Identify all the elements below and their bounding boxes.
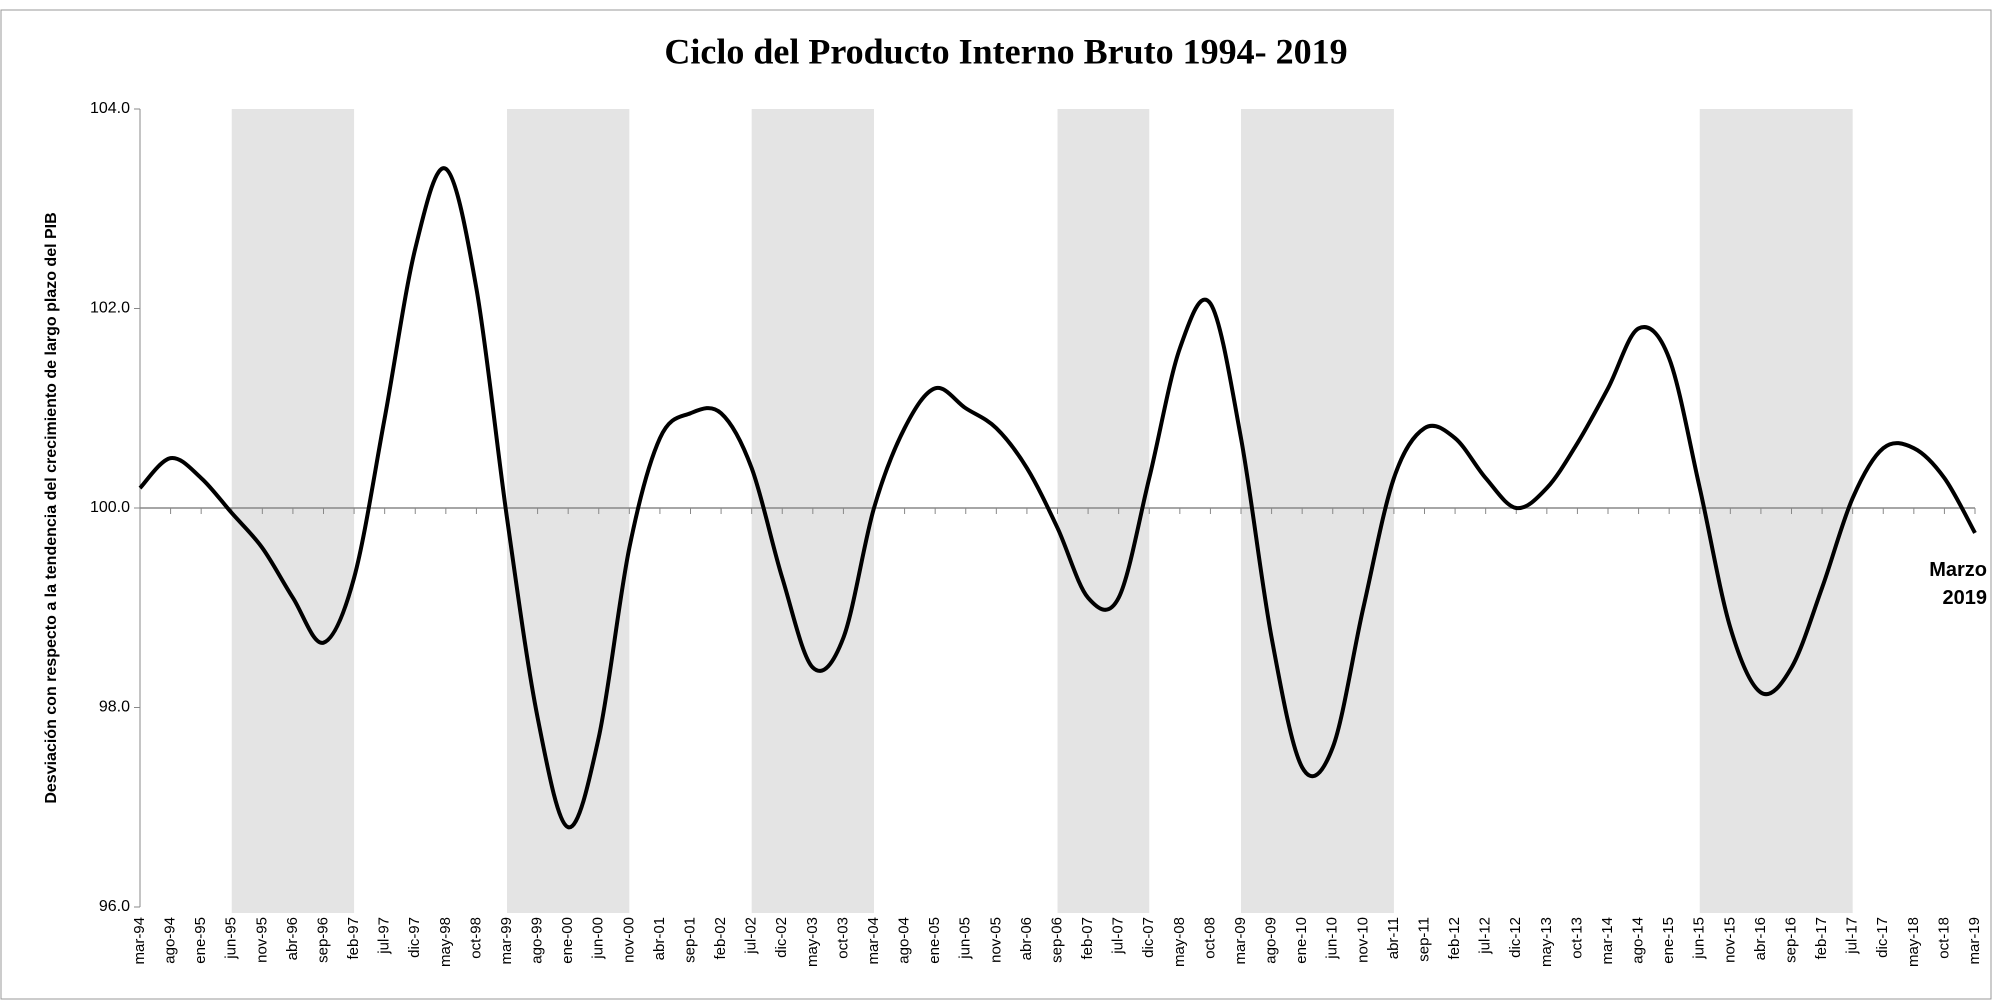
x-tick-label: oct-18 — [1935, 917, 1952, 959]
x-tick-label: feb-12 — [1446, 917, 1463, 960]
y-axis-label: Desviación con respecto a la tendencia d… — [43, 212, 60, 803]
chart-title: Ciclo del Producto Interno Bruto 1994- 2… — [664, 31, 1347, 71]
shaded-period — [1057, 109, 1150, 913]
x-tick-label: ago-94 — [162, 917, 179, 964]
x-tick-label: may-08 — [1171, 917, 1188, 967]
x-tick-label: dic-12 — [1507, 917, 1524, 958]
x-tick-label: nov-05 — [987, 917, 1004, 963]
x-tick-label: ene-05 — [926, 917, 943, 964]
y-tick-label: 102.0 — [90, 300, 130, 317]
x-tick-label: sep-11 — [1415, 917, 1432, 962]
x-tick-label: ene-00 — [559, 917, 576, 964]
x-tick-label: abr-01 — [651, 917, 668, 960]
x-tick-label: mar-94 — [131, 917, 148, 965]
x-tick-label: may-03 — [804, 917, 821, 967]
x-tick-label: jun-05 — [957, 917, 974, 960]
x-tick-label: abr-16 — [1752, 917, 1769, 960]
x-tick-label: feb-17 — [1813, 917, 1830, 960]
y-tick-label: 96.0 — [99, 898, 130, 915]
frame — [0, 9, 1992, 1000]
x-tick-label: jun-10 — [1324, 917, 1341, 960]
x-tick-label: feb-07 — [1079, 917, 1096, 960]
x-tick-label: jul-97 — [376, 917, 393, 955]
x-tick-label: feb-02 — [712, 917, 729, 960]
x-tick-label: mar-19 — [1966, 917, 1983, 965]
x-tick-label: feb-97 — [345, 917, 362, 960]
x-tick-label: abr-11 — [1385, 917, 1402, 959]
x-tick-label: sep-16 — [1782, 917, 1799, 963]
x-tick-label: jun-00 — [590, 917, 607, 960]
x-tick-label: oct-13 — [1568, 917, 1585, 959]
x-tick-label: oct-03 — [834, 917, 851, 959]
x-tick-label: jul-02 — [743, 917, 760, 955]
x-tick-label: ago-09 — [1263, 917, 1280, 964]
x-tick-label: ago-14 — [1630, 917, 1647, 964]
x-tick-label: may-98 — [437, 917, 454, 967]
x-tick-label: jul-07 — [1110, 917, 1127, 955]
x-tick-label: oct-08 — [1201, 917, 1218, 959]
x-tick-label: abr-06 — [1018, 917, 1035, 960]
shaded-period — [1241, 109, 1394, 913]
x-tick-label: mar-09 — [1232, 917, 1249, 965]
line-series — [138, 166, 1977, 830]
x-tick-label: ene-10 — [1293, 917, 1310, 964]
x-tick-label: ene-95 — [192, 917, 209, 964]
x-tick-label: jul-12 — [1477, 917, 1494, 955]
x-tick-label: dic-02 — [773, 917, 790, 958]
x-tick-label: mar-14 — [1599, 917, 1616, 965]
x-tick-label: ago-99 — [529, 917, 546, 964]
x-tick-label: mar-04 — [865, 917, 882, 965]
x-tick-label: may-18 — [1905, 917, 1922, 967]
x-tick-label: oct-98 — [467, 917, 484, 959]
x-tick-label: nov-15 — [1721, 917, 1738, 963]
y-tick-label: 104.0 — [90, 100, 130, 117]
shaded-period — [1699, 109, 1853, 913]
x-tick-label: jul-17 — [1844, 917, 1861, 955]
x-tick-label: sep-06 — [1048, 917, 1065, 963]
x-tick-label: abr-96 — [284, 917, 301, 960]
x-tick-label: jun-15 — [1691, 917, 1708, 960]
annotation: Marzo — [1929, 559, 1987, 581]
x-tick-label: jun-95 — [223, 917, 240, 960]
x-tick-label: ago-04 — [896, 917, 913, 964]
y-tick-label: 100.0 — [90, 499, 130, 516]
x-tick-label: nov-95 — [253, 917, 270, 963]
x-tick-label: may-13 — [1538, 917, 1555, 967]
x-tick-label: dic-97 — [406, 917, 423, 958]
annotation: 2019 — [1943, 587, 1988, 609]
x-tick-label: sep-01 — [681, 917, 698, 963]
x-tick-label: ene-15 — [1660, 917, 1677, 964]
x-tick-label: sep-96 — [314, 917, 331, 963]
x-tick-label: dic-17 — [1874, 917, 1891, 958]
y-tick-label: 98.0 — [99, 699, 130, 716]
x-tick-label: nov-10 — [1354, 917, 1371, 963]
x-tick-label: dic-07 — [1140, 917, 1157, 958]
x-tick-label: mar-99 — [498, 917, 515, 965]
x-tick-label: nov-00 — [620, 917, 637, 963]
